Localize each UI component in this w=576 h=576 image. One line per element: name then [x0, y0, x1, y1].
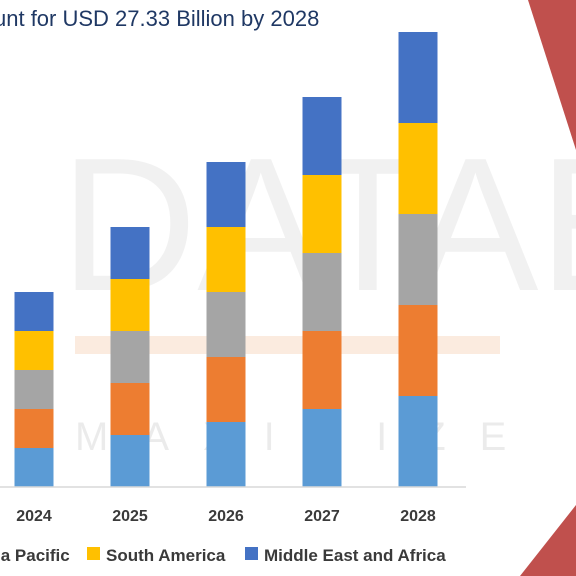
bar-segment-2024-series-2 — [14, 370, 54, 409]
bar-segment-2026-series-3 — [206, 227, 246, 292]
legend-label-partial: ia Pacific — [0, 546, 70, 565]
bar-segment-2025-series-2 — [110, 331, 150, 383]
bar-segment-2024-series-0 — [14, 448, 54, 487]
bar-segment-2028-series-2 — [398, 214, 438, 305]
bars-group — [14, 32, 438, 487]
legend-swatch-south-america — [87, 547, 100, 560]
watermark-band — [75, 336, 500, 354]
x-tick-label-2026: 2026 — [208, 508, 244, 525]
x-tick-label-2025: 2025 — [112, 508, 148, 525]
bar-segment-2028-series-1 — [398, 305, 438, 396]
chart-title: unt for USD 27.33 Billion by 2028 — [0, 6, 320, 31]
legend-label-middle-east-africa: Middle East and Africa — [264, 546, 446, 565]
bar-segment-2027-series-0 — [302, 409, 342, 487]
bar-segment-2026-series-2 — [206, 292, 246, 357]
bar-segment-2027-series-3 — [302, 175, 342, 253]
bar-segment-2024-series-4 — [14, 292, 54, 331]
red-corner-shape-bottom — [520, 505, 576, 576]
bar-segment-2024-series-1 — [14, 409, 54, 448]
x-tick-label-2024: 2024 — [16, 508, 52, 525]
bar-segment-2026-series-4 — [206, 162, 246, 227]
bar-segment-2025-series-0 — [110, 435, 150, 487]
bar-segment-2027-series-2 — [302, 253, 342, 331]
bar-segment-2027-series-4 — [302, 97, 342, 175]
red-corner-shape — [528, 0, 576, 150]
x-tick-label-2028: 2028 — [400, 508, 436, 525]
bar-segment-2028-series-0 — [398, 396, 438, 487]
bar-segment-2025-series-4 — [110, 227, 150, 279]
bar-segment-2028-series-3 — [398, 123, 438, 214]
legend-label-south-america: South America — [106, 546, 226, 565]
legend: ia Pacific South America Middle East and… — [0, 546, 446, 565]
legend-swatch-middle-east-africa — [245, 547, 258, 560]
x-tick-label-2027: 2027 — [304, 508, 340, 525]
bar-segment-2024-series-3 — [14, 331, 54, 370]
bar-segment-2026-series-1 — [206, 357, 246, 422]
bar-segment-2028-series-4 — [398, 32, 438, 123]
bar-segment-2026-series-0 — [206, 422, 246, 487]
bar-segment-2027-series-1 — [302, 331, 342, 409]
bar-segment-2025-series-3 — [110, 279, 150, 331]
x-tick-group: 2024 2025 2026 2027 2028 — [16, 508, 436, 525]
bar-segment-2025-series-1 — [110, 383, 150, 435]
